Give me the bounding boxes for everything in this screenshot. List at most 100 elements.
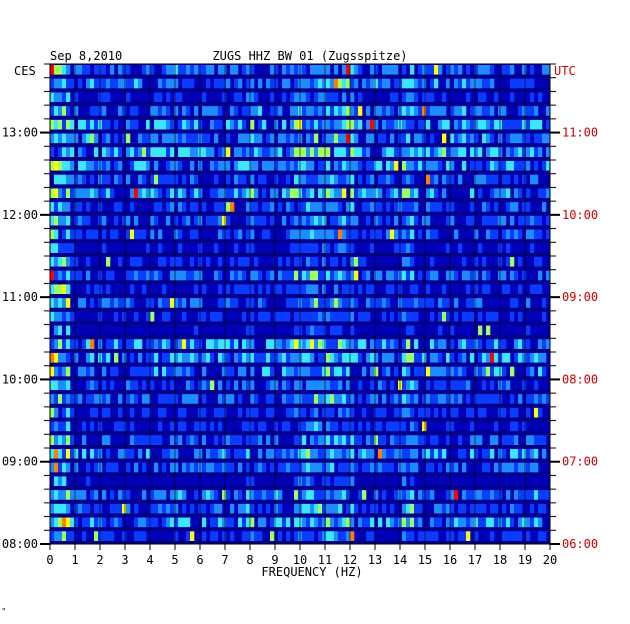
spectrogram-cell — [474, 449, 479, 459]
spectrogram-cell — [206, 215, 211, 226]
spectrogram-cell — [238, 133, 243, 144]
spectrogram-cell — [338, 119, 343, 130]
spectrogram-cell — [510, 421, 515, 432]
spectrogram-cell — [494, 161, 499, 171]
spectrogram-cell — [402, 161, 407, 171]
spectrogram-cell — [286, 449, 291, 459]
spectrogram-cell — [410, 394, 415, 404]
spectrogram-cell — [506, 161, 511, 171]
spectrogram-cell — [50, 380, 55, 391]
spectrogram-cell — [230, 202, 235, 212]
spectrogram-cell — [506, 202, 511, 212]
spectrogram-cell — [58, 531, 63, 541]
spectrogram-cell — [486, 339, 491, 349]
spectrogram-cell — [490, 490, 495, 500]
spectrogram-cell — [238, 174, 243, 185]
spectrogram-cell — [142, 380, 147, 391]
spectrogram-cell — [522, 380, 527, 391]
spectrogram-cell — [354, 133, 359, 144]
spectrogram-cell — [306, 174, 311, 185]
spectrogram-cell — [318, 490, 323, 500]
spectrogram-cell — [138, 366, 143, 377]
spectrogram-cell — [182, 133, 187, 144]
spectrogram-cell — [222, 339, 227, 349]
spectrogram-cell — [478, 119, 483, 130]
spectrogram-cell — [422, 133, 427, 144]
spectrogram-cell — [494, 366, 499, 377]
spectrogram-cell — [138, 435, 143, 445]
spectrogram-cell — [270, 380, 275, 391]
spectrogram-cell — [290, 161, 295, 171]
spectrogram-cell — [306, 106, 311, 116]
right-time-label: 11:00 — [562, 126, 598, 140]
spectrogram-cell — [406, 229, 411, 240]
spectrogram-cell — [342, 243, 347, 253]
spectrogram-cell — [170, 188, 175, 199]
spectrogram-cell — [214, 517, 219, 528]
spectrogram-cell — [302, 353, 307, 363]
spectrogram-cell — [194, 421, 199, 432]
spectrogram-cell — [158, 78, 163, 89]
spectrogram-cell — [274, 147, 279, 157]
spectrogram-cell — [270, 490, 275, 500]
spectrogram-cell — [326, 202, 331, 212]
spectrogram-cell — [58, 174, 63, 185]
spectrogram-cell — [162, 394, 167, 404]
spectrogram-cell — [402, 106, 407, 116]
spectrogram-cell — [158, 106, 163, 116]
spectrogram-cell — [302, 311, 307, 322]
spectrogram-cell — [282, 188, 287, 199]
spectrogram-cell — [538, 257, 543, 267]
spectrogram-cell — [470, 421, 475, 432]
spectrogram-cell — [106, 394, 111, 404]
spectrogram-cell — [306, 353, 311, 363]
spectrogram-cell — [430, 161, 435, 171]
x-tick-label: 5 — [171, 553, 178, 567]
spectrogram-cell — [150, 298, 155, 308]
spectrogram-cell — [294, 243, 299, 253]
spectrogram-cell — [90, 407, 95, 418]
footnote-mark: " — [2, 607, 6, 616]
spectrogram-cell — [218, 188, 223, 199]
spectrogram-cell — [402, 311, 407, 322]
spectrogram-cell — [330, 270, 335, 281]
spectrogram-cell — [230, 188, 235, 199]
spectrogram-cell — [482, 133, 487, 144]
spectrogram-cell — [334, 65, 339, 75]
spectrogram-cell — [354, 229, 359, 240]
spectrogram-cell — [326, 394, 331, 404]
spectrogram-cell — [54, 394, 59, 404]
spectrogram-cell — [334, 476, 339, 487]
spectrogram-cell — [66, 462, 71, 473]
spectrogram-cell — [414, 106, 419, 116]
x-tick-label: 15 — [418, 553, 432, 567]
spectrogram-cell — [50, 257, 55, 267]
spectrogram-cell — [318, 353, 323, 363]
spectrogram-cell — [450, 366, 455, 377]
spectrogram-cell — [86, 78, 91, 89]
spectrogram-cell — [346, 366, 351, 377]
spectrogram-cell — [374, 78, 379, 89]
spectrogram-cell — [394, 449, 399, 459]
spectrogram-cell — [434, 106, 439, 116]
spectrogram-cell — [242, 284, 247, 295]
spectrogram-cell — [282, 65, 287, 75]
spectrogram-cell — [486, 325, 491, 336]
spectrogram-cell — [474, 229, 479, 240]
spectrogram-cell — [286, 517, 291, 528]
spectrogram-cell — [510, 394, 515, 404]
spectrogram-cell — [154, 147, 159, 157]
spectrogram-cell — [62, 311, 67, 322]
spectrogram-cell — [314, 284, 319, 295]
spectrogram-cell — [394, 394, 399, 404]
spectrogram-cell — [162, 106, 167, 116]
spectrogram-cell — [58, 78, 63, 89]
spectrogram-cell — [178, 229, 183, 240]
spectrogram-cell — [234, 243, 239, 253]
spectrogram-cell — [438, 65, 443, 75]
spectrogram-cell — [54, 78, 59, 89]
spectrogram-cell — [50, 243, 55, 253]
spectrogram-cell — [54, 421, 59, 432]
spectrogram-cell — [306, 215, 311, 226]
spectrogram-cell — [530, 394, 535, 404]
